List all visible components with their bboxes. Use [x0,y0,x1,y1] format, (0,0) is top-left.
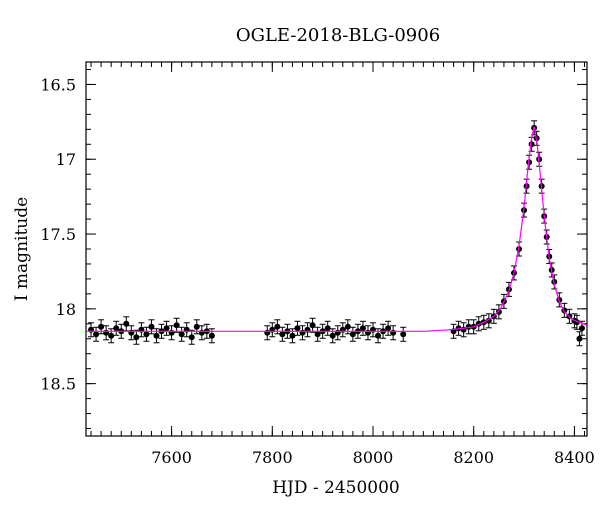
data-point [133,334,140,341]
y-tick-label: 17.5 [40,225,76,244]
data-point [314,331,321,338]
x-tick-label: 7800 [252,448,293,467]
data-point [576,335,583,342]
data-point [193,323,200,330]
data-point [324,325,331,332]
data-point [294,325,301,332]
data-point [113,325,120,332]
data-point [108,332,115,339]
data-point [173,322,180,329]
data-point [208,332,215,339]
x-tick-labels: 7600 7800 8000 8200 8400 [151,448,595,467]
y-tick-label: 18 [56,300,76,319]
data-point [289,332,296,339]
data-point [329,332,336,339]
major-ticks [86,62,587,436]
data-point [143,331,150,338]
y-axis-label: I magnitude [12,197,32,301]
data-point [375,332,382,339]
data-point [188,334,195,341]
data-point [299,329,306,336]
data-point [528,141,535,148]
data-point [359,325,366,332]
data-point [123,320,130,327]
data-point [98,323,105,330]
data-point [93,331,100,338]
data-point [390,329,397,336]
x-tick-label: 8200 [453,448,494,467]
data-points [88,120,585,347]
y-tick-label: 17 [56,150,76,169]
data-point [153,332,160,339]
data-point [495,308,502,315]
y-tick-labels: 16.5 17 17.5 18 18.5 [40,75,76,393]
minor-ticks [86,62,587,436]
x-tick-label: 8000 [353,448,394,467]
y-tick-label: 16.5 [40,75,76,94]
x-tick-label: 7600 [151,448,192,467]
data-point [178,331,185,338]
data-point [349,331,356,338]
data-point [103,329,110,336]
data-point [485,317,492,324]
x-axis-label: HJD - 2450000 [272,478,400,498]
data-point [400,331,407,338]
x-tick-label: 8400 [554,448,595,467]
data-point [148,323,155,330]
model-curve [86,126,588,332]
data-point [264,329,271,336]
data-point [279,331,286,338]
data-point [385,325,392,332]
data-point [578,325,585,332]
y-tick-label: 18.5 [40,375,76,394]
data-point [364,329,371,336]
data-point [274,323,281,330]
data-point [163,325,170,332]
plot-frame [85,61,588,437]
chart-title: OGLE-2018-BLG-0906 [236,25,440,46]
data-point [334,329,341,336]
data-point [344,323,351,330]
data-point [309,322,316,329]
